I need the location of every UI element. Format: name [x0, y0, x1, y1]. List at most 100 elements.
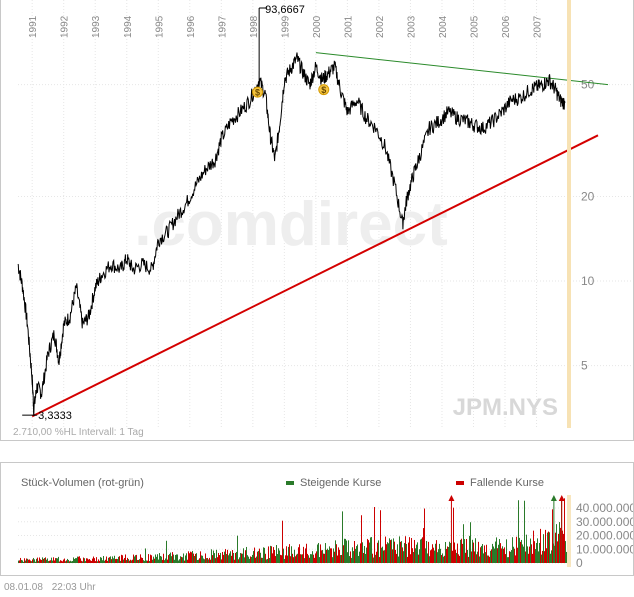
volume-bar [446, 548, 447, 563]
volume-bar [441, 554, 442, 563]
volume-bar [267, 558, 268, 563]
volume-bar [517, 547, 518, 563]
volume-bar [77, 556, 78, 563]
volume-bar [271, 546, 272, 563]
volume-bar [103, 556, 104, 563]
volume-bar [525, 551, 526, 563]
volume-bar [179, 559, 180, 563]
volume-bar [142, 557, 143, 563]
volume-bar [534, 541, 535, 563]
volume-bar [153, 556, 154, 563]
volume-bar [290, 556, 291, 563]
chart-watermark: .comdirect [134, 190, 448, 259]
volume-bar [359, 551, 360, 563]
volume-bar [529, 546, 530, 563]
volume-chart-panel: Stück-Volumen (rot-grün) Steigende Kurse… [0, 462, 634, 576]
volume-bar [155, 554, 156, 563]
price-y-tick-label: 5 [581, 359, 588, 373]
price-x-tick-label: 2005 [469, 15, 480, 38]
volume-bar [186, 553, 187, 563]
volume-bar [223, 554, 224, 563]
volume-bar [419, 549, 420, 563]
volume-bar [366, 547, 367, 563]
volume-bar [515, 555, 516, 563]
volume-bar [347, 552, 348, 563]
dividend-icon [252, 86, 264, 98]
volume-bar [171, 556, 172, 563]
price-x-tick-label: 1991 [28, 15, 39, 38]
volume-bar [422, 537, 423, 563]
volume-bar [95, 561, 96, 563]
volume-bar [176, 554, 177, 563]
volume-bar [322, 549, 323, 563]
volume-bar [474, 551, 475, 563]
volume-bar [80, 558, 81, 563]
volume-bar [432, 544, 433, 563]
volume-bar [327, 548, 328, 563]
volume-bar [240, 552, 241, 563]
volume-bar [399, 536, 400, 563]
volume-bar [263, 547, 264, 563]
volume-bar [121, 554, 122, 563]
volume-bar [212, 555, 213, 563]
volume-bar [417, 542, 418, 563]
volume-bar [207, 558, 208, 563]
volume-bar [165, 558, 166, 563]
volume-bar [350, 551, 351, 563]
volume-title: Stück-Volumen (rot-grün) [21, 477, 144, 489]
max-value-label: 93,6667 [265, 4, 305, 16]
volume-bar [137, 559, 138, 563]
volume-bar [131, 560, 132, 563]
volume-bars [18, 498, 567, 563]
volume-bar [314, 557, 315, 563]
volume-bar [156, 556, 157, 563]
volume-bar [420, 539, 421, 563]
volume-bar [114, 555, 115, 563]
volume-bar [188, 551, 189, 563]
volume-bar [550, 553, 551, 563]
volume-bar [333, 548, 334, 563]
volume-bar [436, 540, 437, 563]
volume-bar [449, 541, 450, 563]
volume-bar [239, 557, 240, 563]
volume-bar [21, 559, 22, 563]
volume-chart-svg: Stück-Volumen (rot-grün) Steigende Kurse… [18, 477, 634, 570]
volume-bar [493, 546, 494, 563]
volume-bar [88, 559, 89, 563]
volume-bar [533, 530, 534, 563]
volume-bar [520, 541, 521, 563]
volume-bar [554, 545, 555, 563]
volume-bar [258, 550, 259, 563]
volume-bar [412, 548, 413, 563]
volume-bar [51, 557, 52, 563]
volume-bar [24, 558, 25, 563]
volume-bar [281, 555, 282, 563]
volume-bar [560, 527, 561, 563]
volume-bar [63, 559, 64, 563]
volume-bar [443, 556, 444, 563]
volume-bar [377, 542, 378, 563]
volume-bar [83, 557, 84, 563]
volume-bar [53, 557, 54, 563]
volume-bar [187, 559, 188, 563]
volume-bar [67, 558, 68, 563]
volume-bar [65, 561, 66, 563]
legend-falling-label: Fallende Kurse [470, 477, 544, 489]
volume-bar [319, 557, 320, 563]
volume-bar [458, 554, 459, 563]
volume-bar [472, 539, 473, 563]
volume-bar [369, 542, 370, 563]
volume-bar [277, 554, 278, 563]
volume-bar [329, 546, 330, 563]
price-x-tick-label: 2002 [375, 15, 386, 38]
volume-bar [293, 557, 294, 563]
volume-bar [434, 550, 435, 563]
volume-bar [288, 546, 289, 563]
volume-bar [566, 551, 567, 563]
volume-bar [197, 560, 198, 563]
volume-bar [486, 544, 487, 563]
overflow-arrow-icon [550, 495, 557, 501]
volume-bar [368, 540, 369, 563]
price-x-tick-label: 1994 [123, 15, 134, 38]
volume-bar [37, 557, 38, 563]
